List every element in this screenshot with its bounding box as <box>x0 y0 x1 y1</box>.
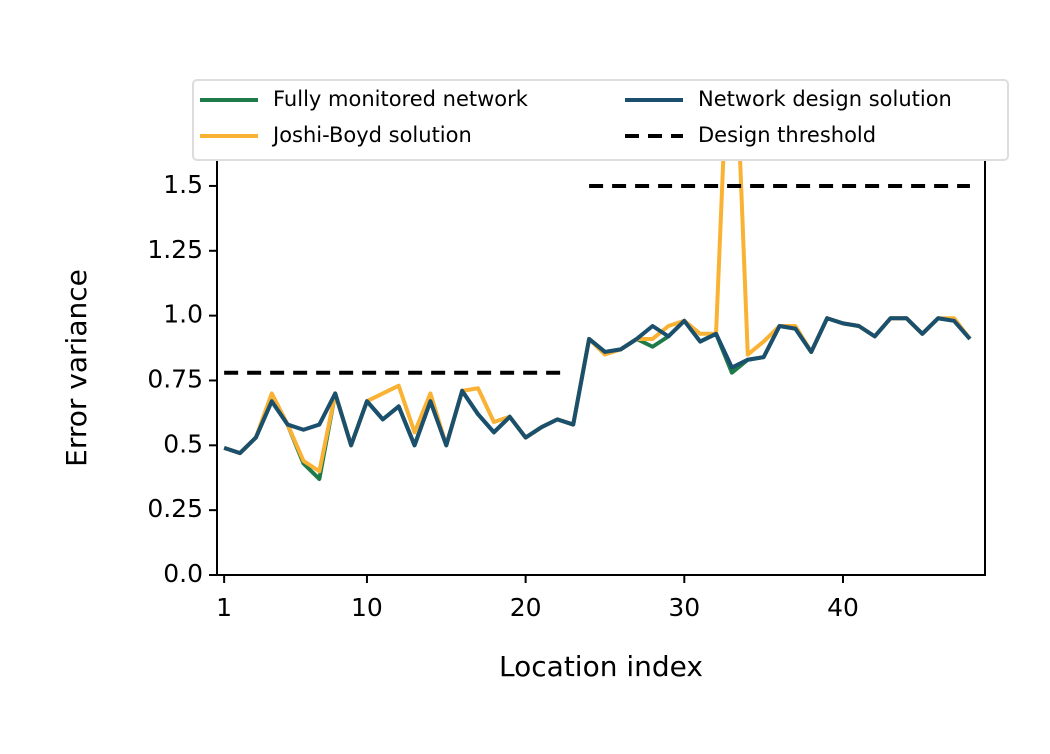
plot-frame <box>216 159 986 576</box>
y-tick-label: 0.25 <box>147 494 203 523</box>
x-tick-label: 30 <box>668 593 700 622</box>
y-tick-label: 1.0 <box>163 300 203 329</box>
y-tick-label: 1.5 <box>163 170 203 199</box>
legend-label: Joshi-Boyd solution <box>271 123 472 147</box>
y-tick-label: 0.0 <box>163 559 203 588</box>
y-tick-label: 0.5 <box>163 429 203 458</box>
legend-box <box>192 79 1009 161</box>
x-tick-label: 10 <box>351 593 383 622</box>
y-tick-label: 1.25 <box>147 235 203 264</box>
series-line <box>224 183 970 375</box>
x-axis-label: Location index <box>499 650 703 683</box>
y-axis-label: Error variance <box>60 269 93 467</box>
x-tick-label: 20 <box>510 593 542 622</box>
x-tick-label: 1 <box>216 593 232 622</box>
legend-label: Fully monitored network <box>273 87 529 111</box>
plot-lines <box>223 160 972 482</box>
legend-label: Design threshold <box>698 123 876 147</box>
series-line <box>223 316 972 456</box>
y-tick-label: 0.75 <box>147 364 203 393</box>
x-tick-label: 40 <box>827 593 859 622</box>
legend-label: Network design solution <box>698 87 952 111</box>
